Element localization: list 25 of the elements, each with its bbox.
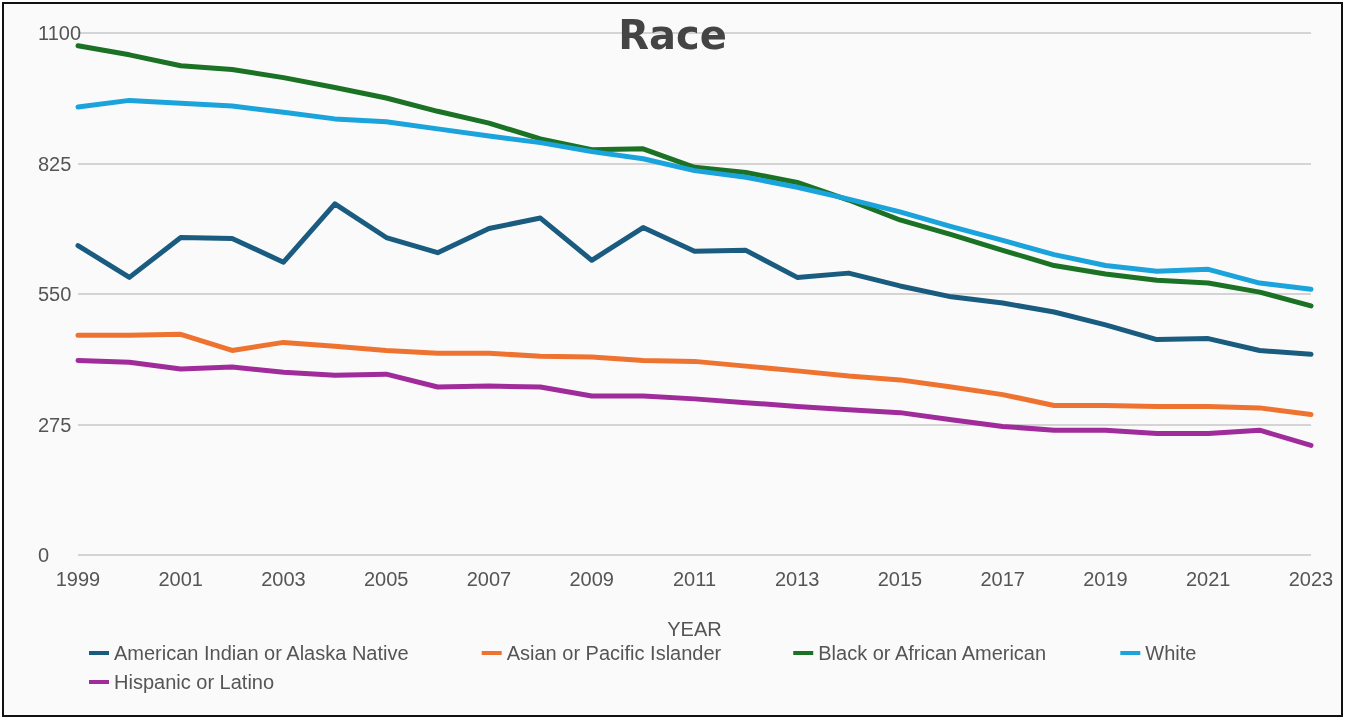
x-tick-label: 2017 [980, 568, 1025, 590]
x-tick-label: 2007 [466, 568, 512, 590]
x-tick-label: 1999 [55, 568, 101, 590]
x-tick-label: 2003 [261, 568, 306, 590]
legend-label: Asian or Pacific Islander [506, 642, 722, 664]
x-axis-title: YEAR [667, 618, 722, 640]
y-tick-label: 1100 [38, 22, 82, 44]
y-tick-label: 550 [38, 283, 72, 305]
x-tick-label: 2023 [1288, 568, 1334, 590]
legend-label: American Indian or Alaska Native [114, 642, 409, 664]
x-tick-label: 2021 [1186, 568, 1231, 590]
legend-label: Black or African American [818, 642, 1047, 664]
x-tick-label: 2005 [364, 568, 409, 590]
x-tick-label: 2009 [569, 568, 614, 590]
legend-label: Hispanic or Latino [114, 671, 275, 693]
y-tick-label: 825 [38, 152, 72, 175]
x-tick-label: 2019 [1083, 568, 1128, 590]
x-tick-label: 2011 [672, 568, 717, 590]
x-tick-label: 2013 [775, 568, 820, 590]
y-tick-label: 275 [38, 413, 72, 436]
legend-label: White [1145, 642, 1197, 664]
x-tick-label: 2015 [877, 568, 923, 590]
chart-title: Race [618, 12, 727, 58]
y-tick-label: 0 [38, 544, 50, 566]
x-tick-label: 2001 [158, 568, 203, 590]
